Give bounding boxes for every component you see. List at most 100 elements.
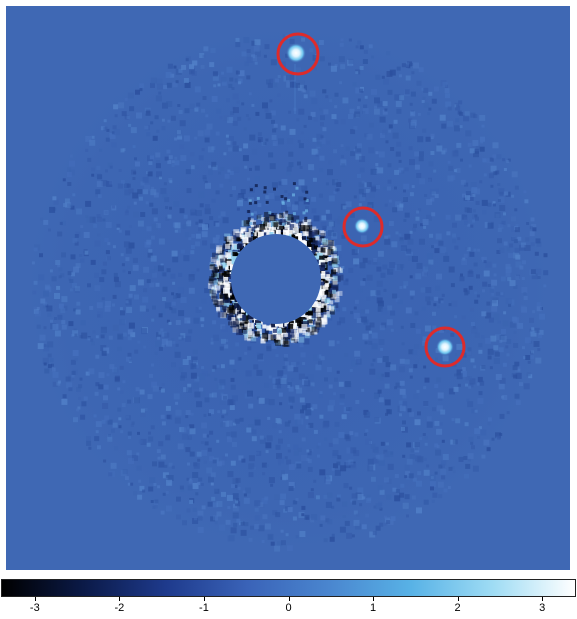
streak-pixel xyxy=(250,212,254,216)
noise-pixel xyxy=(436,273,442,280)
noise-pixel xyxy=(212,320,217,325)
noise-pixel xyxy=(162,286,168,292)
noise-pixel xyxy=(292,516,297,521)
noise-pixel xyxy=(470,441,474,445)
ring-pixel xyxy=(216,260,221,265)
noise-pixel xyxy=(476,294,480,298)
noise-pixel xyxy=(388,129,392,133)
noise-pixel xyxy=(280,343,283,347)
noise-pixel xyxy=(377,167,384,174)
noise-pixel xyxy=(382,356,389,362)
noise-pixel xyxy=(286,545,293,552)
noise-pixel xyxy=(295,419,302,426)
noise-pixel xyxy=(536,302,541,307)
noise-pixel xyxy=(349,486,353,490)
noise-pixel xyxy=(206,434,210,438)
noise-pixel xyxy=(209,62,215,68)
noise-pixel xyxy=(186,386,192,393)
noise-pixel xyxy=(507,277,512,282)
noise-pixel xyxy=(400,245,407,252)
ring-pixel xyxy=(329,305,336,312)
noise-pixel xyxy=(395,201,402,208)
noise-pixel xyxy=(57,264,61,268)
noise-pixel xyxy=(432,492,438,498)
noise-pixel xyxy=(325,95,329,99)
noise-pixel xyxy=(442,454,449,460)
ring-pixel xyxy=(320,262,326,268)
noise-pixel xyxy=(85,371,90,376)
noise-pixel xyxy=(340,64,346,70)
noise-pixel xyxy=(126,116,130,119)
noise-pixel xyxy=(534,327,540,333)
ring-pixel xyxy=(264,212,271,218)
noise-pixel xyxy=(304,514,310,520)
noise-pixel xyxy=(281,178,288,185)
noise-pixel xyxy=(401,63,406,68)
noise-pixel xyxy=(496,154,502,160)
noise-pixel xyxy=(481,256,484,260)
noise-pixel xyxy=(191,271,196,276)
noise-pixel xyxy=(287,400,292,405)
noise-pixel xyxy=(142,489,146,493)
noise-pixel xyxy=(476,274,480,279)
noise-pixel xyxy=(179,120,186,127)
noise-pixel xyxy=(326,367,332,372)
noise-pixel xyxy=(258,139,262,143)
noise-pixel xyxy=(150,255,157,262)
ring-pixel xyxy=(309,244,315,250)
noise-pixel xyxy=(425,136,431,142)
noise-pixel xyxy=(480,136,485,142)
noise-pixel xyxy=(155,95,162,102)
noise-pixel xyxy=(506,339,512,344)
ring-pixel xyxy=(269,215,276,221)
noise-pixel xyxy=(238,148,242,152)
noise-pixel xyxy=(470,182,477,189)
noise-pixel xyxy=(171,163,175,167)
noise-pixel xyxy=(103,126,108,131)
noise-pixel xyxy=(108,335,113,340)
noise-pixel xyxy=(433,243,438,248)
noise-pixel xyxy=(134,294,139,300)
noise-pixel xyxy=(97,194,102,199)
noise-pixel xyxy=(498,383,505,390)
ring-pixel xyxy=(209,290,216,296)
noise-pixel xyxy=(200,441,204,444)
noise-pixel xyxy=(447,175,454,182)
ring-pixel xyxy=(241,308,245,313)
noise-pixel xyxy=(188,479,193,484)
noise-pixel xyxy=(268,375,272,379)
noise-pixel xyxy=(254,39,261,46)
noise-pixel xyxy=(384,108,388,112)
noise-pixel xyxy=(442,81,448,87)
noise-pixel xyxy=(72,330,79,337)
noise-pixel xyxy=(160,388,165,393)
noise-pixel xyxy=(286,170,291,176)
noise-pixel xyxy=(150,121,154,125)
noise-pixel xyxy=(66,172,72,177)
ring-pixel xyxy=(304,333,310,339)
noise-pixel xyxy=(409,102,413,106)
ring-pixel xyxy=(246,220,251,225)
ring-pixel xyxy=(331,258,338,265)
noise-pixel xyxy=(244,61,250,67)
noise-pixel xyxy=(140,408,145,413)
noise-pixel xyxy=(477,248,481,252)
noise-pixel xyxy=(289,128,296,135)
noise-pixel xyxy=(325,182,329,186)
noise-pixel xyxy=(398,159,402,163)
noise-pixel xyxy=(428,177,432,182)
noise-pixel xyxy=(223,152,227,156)
noise-pixel xyxy=(117,346,122,352)
noise-pixel xyxy=(156,78,163,85)
noise-pixel xyxy=(103,119,107,123)
noise-pixel xyxy=(228,83,233,88)
noise-pixel xyxy=(153,217,158,222)
noise-pixel xyxy=(482,158,487,163)
ring-pixel xyxy=(321,316,328,323)
noise-pixel xyxy=(321,215,327,221)
noise-pixel xyxy=(379,116,386,123)
noise-pixel xyxy=(273,123,278,128)
noise-pixel xyxy=(399,380,405,386)
ring-pixel xyxy=(317,247,322,252)
noise-pixel xyxy=(499,191,504,196)
